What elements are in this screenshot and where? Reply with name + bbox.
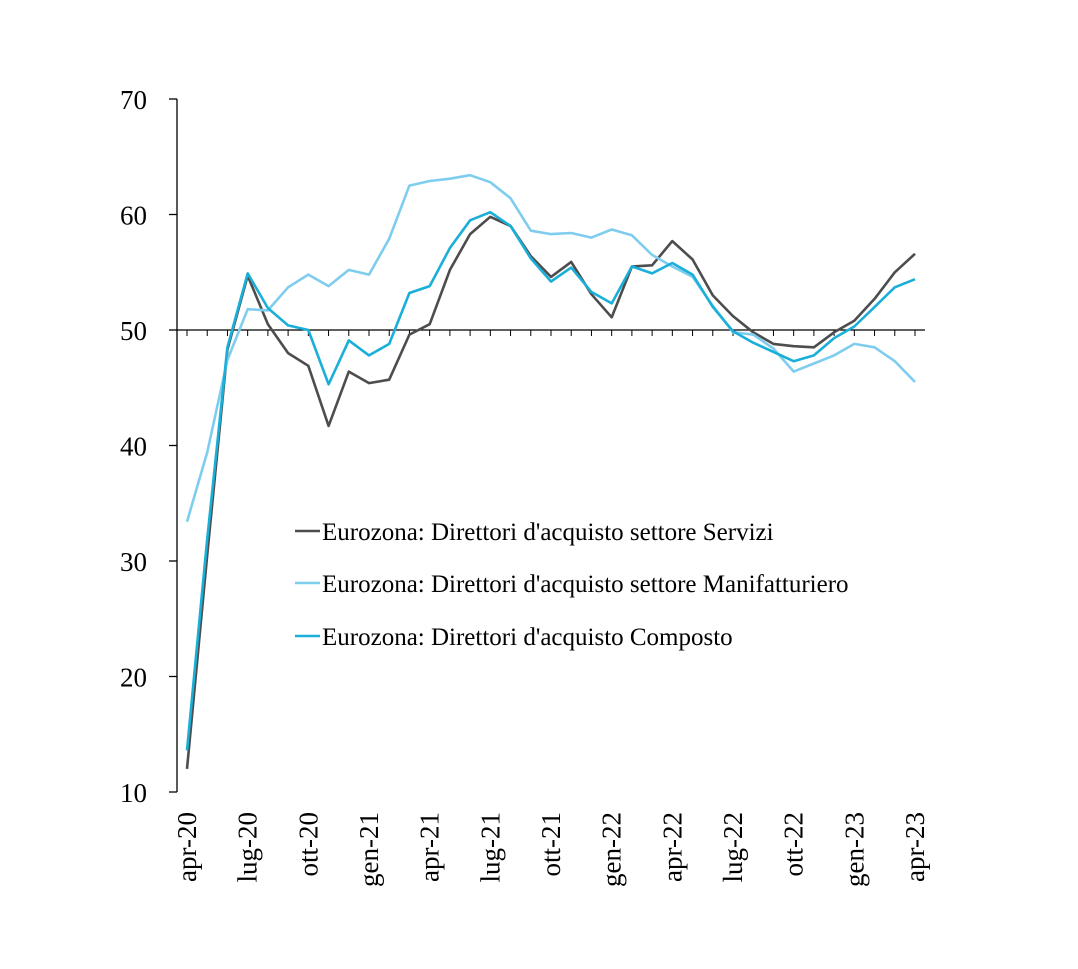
x-tick-label: apr-21 — [415, 812, 445, 882]
x-tick-label: ott-22 — [779, 812, 809, 877]
series-line-1 — [185, 215, 916, 770]
x-tick-label: lug-21 — [475, 812, 505, 883]
x-tick-label: gen-23 — [839, 812, 869, 887]
legend-label-2: Eurozona: Direttori d'acquisto settore M… — [322, 571, 849, 598]
x-tick-label: lug-20 — [233, 812, 263, 883]
x-tick-label: ott-21 — [536, 812, 566, 877]
x-tick-label: gen-21 — [354, 812, 384, 887]
y-tick-label: 60 — [120, 201, 147, 231]
y-tick-label: 10 — [120, 778, 147, 808]
x-tick-label: apr-23 — [900, 812, 930, 882]
y-tick-label: 50 — [120, 316, 147, 346]
legend: Eurozona: Direttori d'acquisto settore S… — [295, 519, 849, 651]
x-axis: apr-20 lug-20 ott-20 gen-21 apr-21 lug-21 ott-… — [172, 812, 930, 887]
y-tick-label: 30 — [120, 547, 147, 577]
series-lines — [185, 173, 916, 770]
x-tick-label: gen-22 — [597, 812, 627, 887]
series-line-3 — [185, 210, 916, 751]
reference-line-group — [177, 329, 925, 336]
y-tick-label: 70 — [120, 85, 147, 115]
y-tick-label: 20 — [120, 663, 147, 693]
y-tick-label: 40 — [120, 432, 147, 462]
legend-label-1: Eurozona: Direttori d'acquisto settore S… — [322, 519, 774, 546]
x-tick-label: apr-20 — [172, 812, 202, 882]
y-axis: 10 20 30 40 50 60 70 — [120, 85, 178, 808]
x-tick-label: ott-20 — [293, 812, 323, 877]
legend-label-3: Eurozona: Direttori d'acquisto Composto — [322, 624, 733, 651]
series-line-2 — [185, 173, 916, 523]
x-tick-label: apr-22 — [657, 812, 687, 882]
x-tick-label: lug-22 — [718, 812, 748, 883]
